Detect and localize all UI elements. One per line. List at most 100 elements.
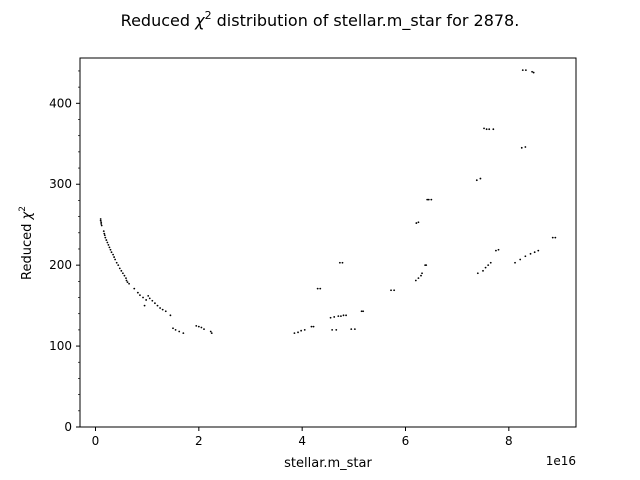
data-point	[105, 239, 108, 241]
y-tick-label: 300	[49, 177, 72, 191]
y-tick-label: 400	[49, 96, 72, 110]
data-point	[133, 287, 136, 290]
data-point	[519, 258, 522, 261]
data-point	[420, 274, 422, 277]
data-point	[521, 69, 524, 72]
data-point	[121, 272, 124, 275]
data-point	[524, 146, 527, 148]
data-point	[128, 282, 130, 285]
axes-frame	[79, 57, 577, 428]
data-point	[524, 69, 527, 72]
data-point	[143, 304, 146, 307]
x-axis-ticks: 0 2 4 6 8	[92, 427, 513, 448]
data-point	[110, 251, 113, 254]
data-point	[156, 304, 159, 307]
data-point	[333, 316, 336, 318]
data-point	[524, 255, 527, 258]
data-point	[103, 234, 106, 237]
data-point	[417, 277, 420, 280]
data-point	[103, 232, 106, 235]
data-point	[533, 251, 536, 254]
x-axis-label: stellar.m_star	[284, 456, 372, 471]
data-point	[551, 236, 554, 239]
y-tick-label: 0	[64, 420, 72, 434]
data-point	[164, 310, 167, 313]
data-point	[337, 315, 340, 318]
data-point	[342, 314, 345, 317]
data-point	[114, 258, 117, 261]
data-point	[417, 221, 420, 224]
chart-title-suffix: distribution of stellar.m_star for 2878.	[212, 11, 520, 31]
y-axis-label-sup: 2	[18, 206, 28, 212]
data-point	[297, 331, 299, 334]
data-point	[145, 299, 148, 301]
data-point	[161, 308, 164, 311]
data-point	[427, 198, 430, 201]
data-point	[426, 198, 429, 201]
data-point	[136, 291, 139, 294]
data-point	[107, 244, 110, 246]
data-point	[312, 325, 315, 328]
chart-title-sup: 2	[205, 9, 212, 22]
data-point	[353, 328, 356, 330]
data-point	[554, 236, 557, 239]
data-point	[178, 330, 181, 333]
data-point	[106, 241, 109, 244]
data-point	[100, 221, 103, 224]
data-point	[300, 329, 303, 332]
data-point	[109, 248, 112, 251]
data-point	[118, 267, 121, 270]
data-point	[113, 256, 115, 258]
y-axis-label: Reduced χ2	[18, 206, 35, 280]
x-tick-label: 8	[505, 434, 513, 448]
data-point	[303, 328, 306, 331]
data-point	[484, 266, 487, 269]
data-point	[182, 332, 185, 335]
data-point	[112, 253, 114, 256]
data-point	[100, 222, 103, 225]
data-point	[139, 294, 141, 296]
data-point	[331, 328, 334, 331]
data-point	[520, 146, 523, 149]
data-point	[345, 314, 347, 317]
data-point	[497, 248, 500, 251]
y-tick-label: 100	[49, 339, 72, 353]
data-point	[338, 261, 341, 264]
data-point	[159, 307, 161, 309]
data-point	[319, 287, 322, 290]
y-axis-ticks: 0 100 200 300 400	[49, 70, 80, 434]
data-point	[99, 219, 102, 222]
data-point	[487, 264, 490, 267]
data-point	[197, 325, 200, 328]
data-point	[210, 332, 213, 335]
y-axis-label-prefix: Reduced	[20, 219, 35, 279]
data-point	[123, 274, 126, 277]
x-tick-label: 0	[92, 434, 100, 448]
data-point	[360, 310, 363, 313]
x-tick-label: 4	[298, 434, 306, 448]
data-point	[104, 236, 107, 239]
data-point	[488, 128, 491, 131]
data-point	[293, 332, 296, 335]
data-point	[154, 302, 156, 305]
data-point	[108, 246, 111, 249]
data-point	[99, 218, 102, 220]
data-point	[531, 70, 533, 73]
data-point	[425, 264, 428, 267]
data-point	[148, 297, 151, 300]
data-point	[100, 224, 103, 227]
data-point	[147, 295, 150, 297]
chart-title-prefix: Reduced	[121, 11, 195, 30]
data-point	[430, 198, 433, 201]
data-point	[414, 279, 417, 282]
x-axis-offset: 1e16	[546, 454, 576, 468]
data-point	[514, 261, 516, 264]
data-point	[390, 289, 392, 292]
data-point	[475, 179, 478, 182]
data-point	[393, 289, 396, 292]
data-point	[142, 296, 144, 299]
data-point	[310, 325, 313, 328]
data-point	[169, 314, 172, 317]
data-point	[537, 249, 540, 252]
